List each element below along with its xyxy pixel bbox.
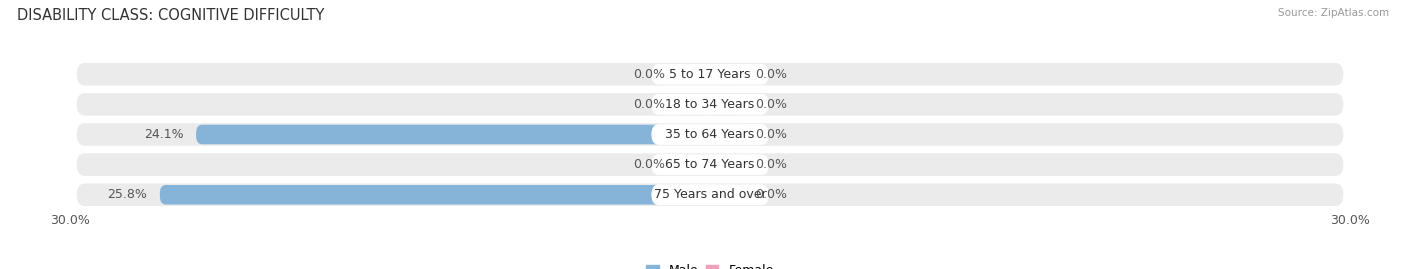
Text: 65 to 74 Years: 65 to 74 Years xyxy=(665,158,755,171)
Text: 35 to 64 Years: 35 to 64 Years xyxy=(665,128,755,141)
FancyBboxPatch shape xyxy=(77,183,1343,206)
FancyBboxPatch shape xyxy=(710,185,742,204)
Text: 75 Years and over: 75 Years and over xyxy=(654,188,766,201)
FancyBboxPatch shape xyxy=(77,123,1343,146)
FancyBboxPatch shape xyxy=(678,95,710,114)
Text: 0.0%: 0.0% xyxy=(755,68,787,81)
Text: 25.8%: 25.8% xyxy=(107,188,148,201)
FancyBboxPatch shape xyxy=(651,184,769,205)
Legend: Male, Female: Male, Female xyxy=(641,259,779,269)
FancyBboxPatch shape xyxy=(678,65,710,84)
FancyBboxPatch shape xyxy=(195,125,710,144)
FancyBboxPatch shape xyxy=(651,124,769,145)
Text: 0.0%: 0.0% xyxy=(755,128,787,141)
FancyBboxPatch shape xyxy=(77,63,1343,86)
FancyBboxPatch shape xyxy=(160,185,710,204)
FancyBboxPatch shape xyxy=(710,125,742,144)
FancyBboxPatch shape xyxy=(651,64,769,85)
Text: Source: ZipAtlas.com: Source: ZipAtlas.com xyxy=(1278,8,1389,18)
FancyBboxPatch shape xyxy=(710,95,742,114)
FancyBboxPatch shape xyxy=(651,94,769,115)
Text: 18 to 34 Years: 18 to 34 Years xyxy=(665,98,755,111)
Text: 0.0%: 0.0% xyxy=(633,158,665,171)
Text: 0.0%: 0.0% xyxy=(755,98,787,111)
Text: 0.0%: 0.0% xyxy=(633,68,665,81)
Text: 5 to 17 Years: 5 to 17 Years xyxy=(669,68,751,81)
FancyBboxPatch shape xyxy=(710,155,742,174)
Text: 0.0%: 0.0% xyxy=(755,188,787,201)
Text: 24.1%: 24.1% xyxy=(143,128,183,141)
Text: 0.0%: 0.0% xyxy=(755,158,787,171)
FancyBboxPatch shape xyxy=(651,154,769,175)
FancyBboxPatch shape xyxy=(710,65,742,84)
FancyBboxPatch shape xyxy=(77,93,1343,116)
Text: 0.0%: 0.0% xyxy=(633,98,665,111)
FancyBboxPatch shape xyxy=(678,155,710,174)
FancyBboxPatch shape xyxy=(77,153,1343,176)
Text: DISABILITY CLASS: COGNITIVE DIFFICULTY: DISABILITY CLASS: COGNITIVE DIFFICULTY xyxy=(17,8,325,23)
